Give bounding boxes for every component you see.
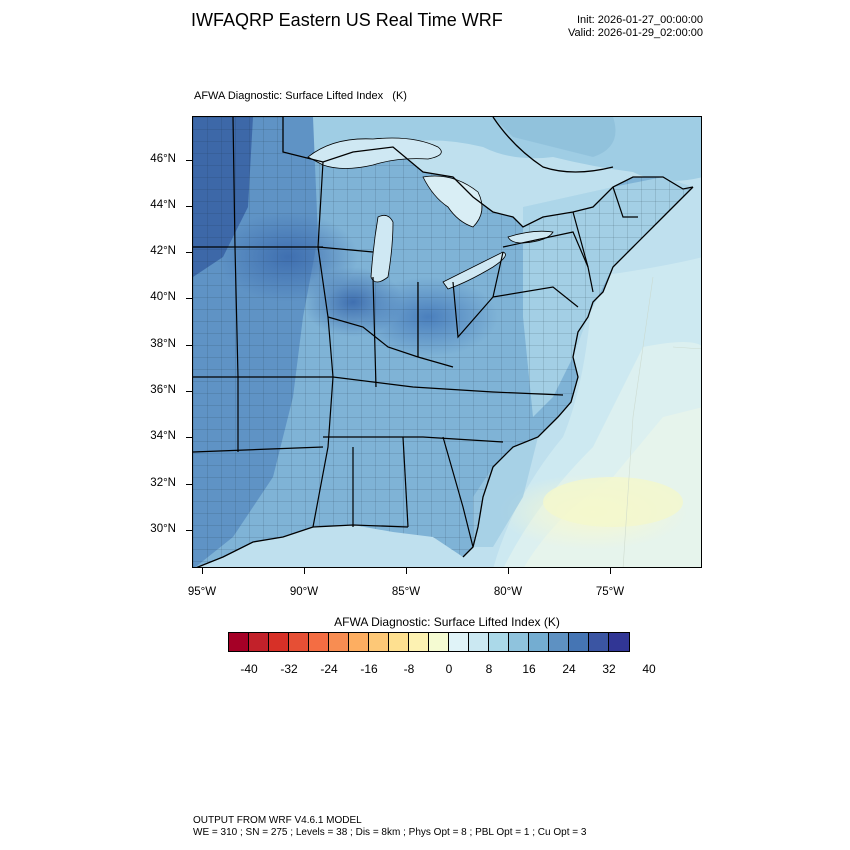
colorbar-swatch	[589, 633, 609, 651]
lake-ontario	[507, 230, 554, 244]
colorbar-label: -8	[403, 662, 415, 676]
lat-label-40: 40°N	[150, 291, 176, 303]
main-title: IWFAQRP Eastern US Real Time WRF	[191, 10, 503, 30]
lat-tick	[186, 484, 192, 485]
model-version: OUTPUT FROM WRF V4.6.1 MODEL	[193, 815, 362, 826]
lat-tick	[186, 298, 192, 299]
lat-tick	[186, 437, 192, 438]
lat-label-38: 38°N	[150, 338, 176, 350]
colorbar-swatch	[289, 633, 309, 651]
colorbar-label: 8	[485, 662, 493, 676]
lat-label-46: 46°N	[150, 153, 176, 165]
lat-tick	[186, 160, 192, 161]
lon-label-90: 90°W	[289, 586, 319, 598]
init-time: Init: 2026-01-27_00:00:00	[577, 14, 703, 26]
lat-tick	[186, 345, 192, 346]
lake-superior	[307, 137, 442, 169]
lat-label-36: 36°N	[150, 384, 176, 396]
colorbar-label: -40	[240, 662, 258, 676]
lat-tick	[186, 206, 192, 207]
lon-label-95: 95°W	[187, 586, 217, 598]
colorbar-swatch	[409, 633, 429, 651]
colorbar-swatch	[489, 633, 509, 651]
lake-michigan	[370, 214, 394, 283]
colorbar-label: 24	[562, 662, 576, 676]
colorbar-label: 0	[445, 662, 453, 676]
valid-time: Valid: 2026-01-29_02:00:00	[568, 27, 703, 39]
colorbar-swatch	[449, 633, 469, 651]
colorbar-swatch	[309, 633, 329, 651]
colorbar-title: AFWA Diagnostic: Surface Lifted Index (K…	[334, 615, 560, 629]
state-borders	[193, 117, 638, 548]
lon-tick	[610, 568, 611, 574]
run-times: Init: 2026-01-27_00:00:00 Valid: 2026-01…	[568, 14, 703, 40]
coastlines	[196, 117, 694, 567]
colorbar-swatch	[569, 633, 589, 651]
colorbar-swatch	[229, 633, 249, 651]
colorbar-label: -24	[320, 662, 338, 676]
plot-subtitle: AFWA Diagnostic: Surface Lifted Index (K…	[194, 90, 407, 102]
colorbar-swatch	[429, 633, 449, 651]
lon-tick	[406, 568, 407, 574]
lat-tick	[186, 252, 192, 253]
lake-huron	[422, 175, 483, 228]
map-panel	[192, 116, 702, 568]
colorbar-swatch	[509, 633, 529, 651]
lon-tick	[508, 568, 509, 574]
lat-tick	[186, 391, 192, 392]
colorbar-swatch	[249, 633, 269, 651]
colorbar-swatch	[549, 633, 569, 651]
lat-label-30: 30°N	[150, 523, 176, 535]
model-info: OUTPUT FROM WRF V4.6.1 MODEL WE = 310 ; …	[193, 815, 586, 839]
lon-label-75: 75°W	[595, 586, 625, 598]
colorbar-swatch	[349, 633, 369, 651]
lon-label-85: 85°W	[391, 586, 421, 598]
colorbar-swatch	[329, 633, 349, 651]
colorbar	[228, 632, 630, 652]
lat-tick	[186, 530, 192, 531]
colorbar-label: -16	[360, 662, 378, 676]
colorbar-label: -32	[280, 662, 298, 676]
colorbar-swatch	[369, 633, 389, 651]
lifted-index-map	[193, 117, 701, 567]
lat-label-34: 34°N	[150, 430, 176, 442]
colorbar-swatch	[389, 633, 409, 651]
colorbar-label: 16	[522, 662, 536, 676]
colorbar-swatch	[269, 633, 289, 651]
lon-tick	[304, 568, 305, 574]
colorbar-swatch	[529, 633, 549, 651]
lat-label-42: 42°N	[150, 245, 176, 257]
lat-label-32: 32°N	[150, 477, 176, 489]
colorbar-swatch	[469, 633, 489, 651]
model-config: WE = 310 ; SN = 275 ; Levels = 38 ; Dis …	[193, 827, 587, 838]
colorbar-swatch	[609, 633, 629, 651]
lon-tick	[202, 568, 203, 574]
lat-label-44: 44°N	[150, 199, 176, 211]
lake-erie	[442, 251, 506, 290]
colorbar-label: 32	[602, 662, 616, 676]
lon-label-80: 80°W	[493, 586, 523, 598]
colorbar-label: 40	[642, 662, 656, 676]
